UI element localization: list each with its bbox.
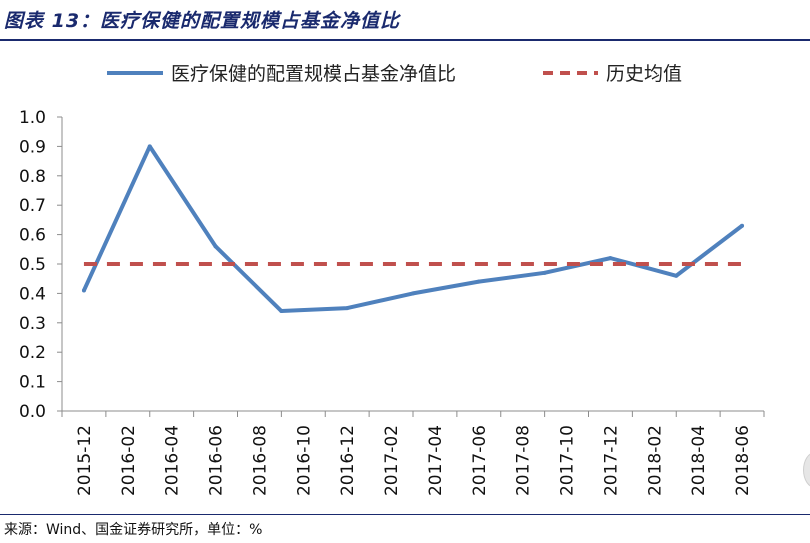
y-tick-label: 0.1 [19,373,46,393]
y-tick-label: 0.7 [19,196,46,216]
figure-title: 图表 13：医疗保健的配置规模占基金净值比 [4,10,401,32]
x-tick-label: 2017-08 [514,425,534,496]
plot-marks [81,144,745,314]
series-point [476,279,481,284]
x-tick-label: 2017-06 [470,425,490,496]
x-tick-label: 2016-10 [294,425,314,496]
x-tick-label: 2015-12 [75,425,95,496]
series-point [608,256,613,261]
x-tick-label: 2017-02 [382,425,402,496]
legend-label-series: 医疗保健的配置规模占基金净值比 [171,63,456,85]
series-point [740,223,745,228]
y-tick-label: 0.9 [19,137,46,157]
y-tick-label: 0.2 [19,343,46,363]
x-tick-label: 2018-02 [645,425,665,496]
x-tick-label: 2018-04 [689,425,709,496]
x-tick-label: 2016-12 [338,425,358,496]
series-point [674,273,679,278]
x-tick-label: 2018-06 [733,425,753,496]
series-point [542,270,547,275]
y-tick-label: 0.8 [19,167,46,187]
x-tick-label: 2016-04 [163,425,183,496]
series-point [279,309,284,314]
series-point [411,291,415,296]
x-tick-label: 2017-10 [558,425,578,496]
x-tick-label: 2016-08 [250,425,270,496]
axes: 0.0 0.1 0.2 0.3 0.4 0.5 0.6 0.7 0.8 0.9 1.0 2015-12… [19,108,765,496]
x-tick-label: 2017-12 [601,425,621,496]
title-divider [0,39,810,41]
y-tick-label: 0.5 [19,255,46,275]
y-tick-label: 1.0 [19,108,46,128]
series-point [345,306,350,311]
y-tick-label: 0.6 [19,226,46,246]
footer-divider [0,514,810,515]
series-point [213,244,218,249]
x-tick-label: 2016-06 [207,425,227,496]
y-tick-label: 0.0 [19,402,46,422]
source-note: 来源：Wind、国金证券研究所，单位：% [4,522,263,538]
y-tick-label: 0.3 [19,314,46,334]
legend: 医疗保健的配置规模占基金净值比 历史均值 [107,63,682,85]
y-tick-label: 0.4 [19,284,46,304]
series-line-healthcare [82,144,744,314]
legend-label-average: 历史均值 [606,63,682,85]
line-chart: 医疗保健的配置规模占基金净值比 历史均值 0.00.10.20.30.40.50… [19,63,765,496]
x-tick-label: 2016-02 [119,425,139,496]
series-point [147,144,152,149]
series-point [81,288,86,293]
x-tick-label: 2017-04 [426,425,446,496]
